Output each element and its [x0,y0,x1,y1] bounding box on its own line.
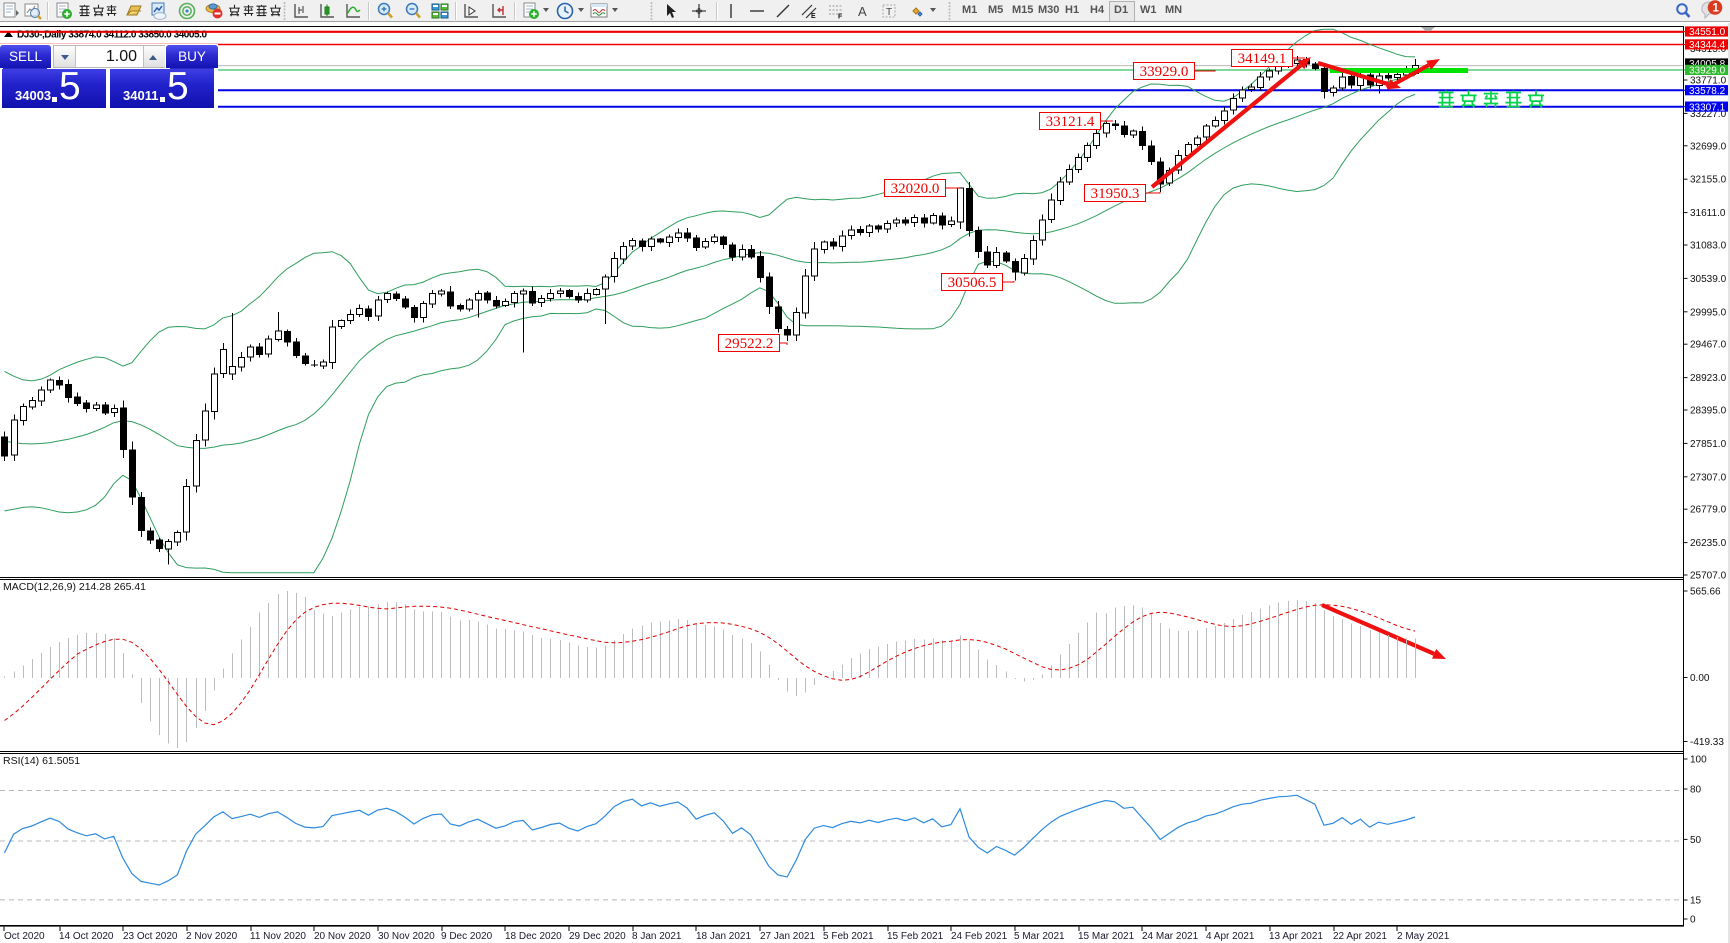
svg-text:15 Feb 2021: 15 Feb 2021 [887,931,944,942]
svg-text:18 Jan 2021: 18 Jan 2021 [696,931,751,942]
svg-text:15 Mar 2021: 15 Mar 2021 [1078,931,1135,942]
svg-text:33929.0: 33929.0 [1140,64,1189,80]
svg-text:T: T [886,7,892,18]
svg-text:2 Nov 2020: 2 Nov 2020 [186,931,238,942]
svg-text:25707.0: 25707.0 [1690,571,1727,582]
svg-text:33227.0: 33227.0 [1690,109,1727,120]
svg-text:0: 0 [1690,915,1696,926]
svg-text:34344.4: 34344.4 [1689,40,1726,51]
svg-text:29467.0: 29467.0 [1690,340,1727,351]
svg-text:565.66: 565.66 [1690,587,1721,598]
svg-text:F: F [838,14,843,21]
svg-text:4 Apr 2021: 4 Apr 2021 [1206,931,1255,942]
svg-text:27 Jan 2021: 27 Jan 2021 [760,931,815,942]
svg-text:31611.0: 31611.0 [1690,208,1726,219]
svg-text:22 Apr 2021: 22 Apr 2021 [1333,931,1387,942]
svg-text:30506.5: 30506.5 [948,275,997,291]
svg-text:50: 50 [1690,835,1702,846]
svg-text:2 May 2021: 2 May 2021 [1397,931,1450,942]
svg-text:A: A [858,4,867,19]
svg-text:29 Dec 2020: 29 Dec 2020 [569,931,626,942]
svg-text:100: 100 [1690,755,1707,766]
svg-text:14 Oct 2020: 14 Oct 2020 [59,931,114,942]
svg-text:32155.0: 32155.0 [1690,175,1727,186]
svg-text:29995.0: 29995.0 [1690,307,1727,318]
svg-text:26235.0: 26235.0 [1690,538,1727,549]
svg-text:33771.0: 33771.0 [1690,76,1727,87]
svg-text:24 Mar 2021: 24 Mar 2021 [1142,931,1199,942]
svg-text:15: 15 [1690,896,1702,907]
svg-text:28923.0: 28923.0 [1690,373,1727,384]
svg-text:0.00: 0.00 [1690,673,1710,684]
svg-text:11 Nov 2020: 11 Nov 2020 [250,931,306,942]
svg-text:28395.0: 28395.0 [1690,406,1727,417]
svg-text:34005.8: 34005.8 [1689,59,1726,70]
svg-text:33929.0: 33929.0 [1689,66,1726,77]
svg-text:33578.2: 33578.2 [1689,86,1726,97]
svg-text:23 Oct 2020: 23 Oct 2020 [123,931,178,942]
svg-text:5 Feb 2021: 5 Feb 2021 [823,931,874,942]
svg-text:29522.2: 29522.2 [725,336,774,352]
svg-text:MACD(12,26,9) 214.28 265.41: MACD(12,26,9) 214.28 265.41 [3,581,146,593]
svg-text:30539.0: 30539.0 [1690,274,1727,285]
svg-text:34149.1: 34149.1 [1238,51,1287,67]
svg-text:-419.33: -419.33 [1690,737,1724,748]
svg-text:20 Nov 2020: 20 Nov 2020 [314,931,371,942]
svg-text:9 Dec 2020: 9 Dec 2020 [441,931,493,942]
svg-text:26779.0: 26779.0 [1690,505,1727,516]
svg-text:Oct 2020: Oct 2020 [4,931,45,942]
svg-text:31083.0: 31083.0 [1690,241,1727,252]
svg-text:E: E [811,13,816,20]
svg-text:30 Nov 2020: 30 Nov 2020 [378,931,435,942]
svg-text:18 Dec 2020: 18 Dec 2020 [505,931,562,942]
svg-text:5 Mar 2021: 5 Mar 2021 [1014,931,1065,942]
svg-text:32699.0: 32699.0 [1690,141,1727,152]
svg-text:27851.0: 27851.0 [1690,439,1727,450]
svg-text:80: 80 [1690,785,1702,796]
svg-text:13 Apr 2021: 13 Apr 2021 [1269,931,1323,942]
svg-text:RSI(14) 61.5051: RSI(14) 61.5051 [3,755,80,767]
svg-text:1: 1 [1713,3,1720,15]
svg-text:24 Feb 2021: 24 Feb 2021 [951,931,1008,942]
svg-text:DJ30-,Daily 33874.0 34112.0 3: DJ30-,Daily 33874.0 34112.0 33850.0 3400… [17,30,207,41]
svg-text:31950.3: 31950.3 [1091,186,1140,202]
svg-text:34551.0: 34551.0 [1689,27,1726,38]
svg-text:33121.4: 33121.4 [1046,114,1095,130]
svg-text:27307.0: 27307.0 [1690,472,1727,483]
svg-text:8 Jan 2021: 8 Jan 2021 [632,931,682,942]
svg-text:32020.0: 32020.0 [891,181,940,197]
svg-text:33307.1: 33307.1 [1689,102,1726,113]
